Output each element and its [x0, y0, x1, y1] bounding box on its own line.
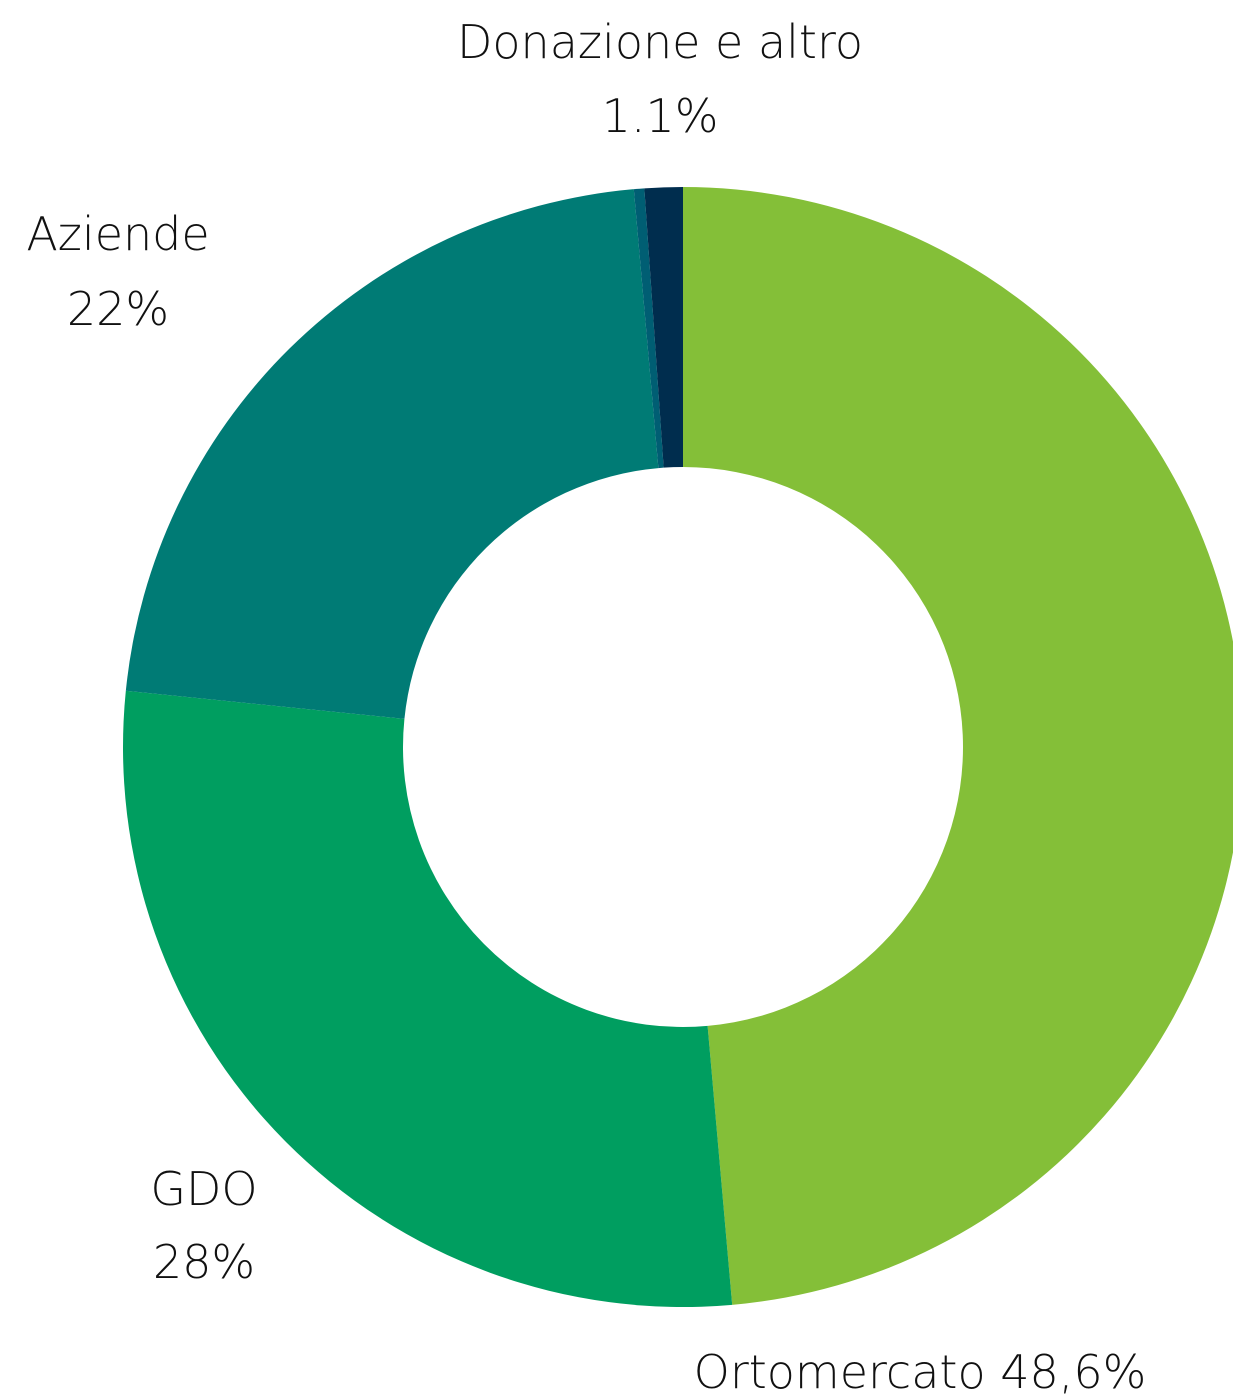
label-gdo-name: GDO	[150, 1162, 257, 1216]
label-donazione-value: 1.1%	[602, 89, 719, 143]
donut-slices	[122, 187, 1233, 1308]
label-aziende-name: Aziende	[26, 207, 209, 261]
label-gdo-value: 28%	[153, 1235, 255, 1289]
slice-aziende	[125, 189, 659, 719]
slice-gdo	[122, 690, 733, 1308]
slice-donazione-e-altro-a	[633, 188, 664, 469]
label-ortomercato: Ortomercato 48,6%	[694, 1345, 1147, 1397]
slice-donazione-e-altro	[644, 187, 683, 468]
slice-ortomercato	[683, 187, 1233, 1305]
label-aziende-value: 22%	[67, 282, 169, 336]
label-donazione-name: Donazione e altro	[457, 15, 863, 69]
